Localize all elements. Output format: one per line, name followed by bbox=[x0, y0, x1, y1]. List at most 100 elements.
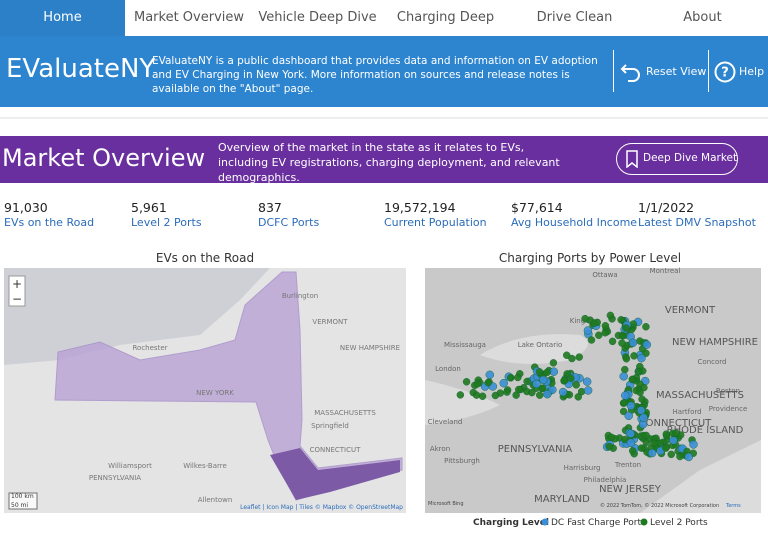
station-dot bbox=[650, 439, 658, 448]
county-highlight bbox=[270, 448, 400, 500]
station-dot bbox=[636, 388, 644, 397]
kpi-value: 1/1/2022 bbox=[638, 200, 695, 215]
map-label: NEW YORK bbox=[196, 389, 234, 397]
map-label: MASSACHUSETTS bbox=[314, 409, 376, 417]
banner: Market Overview Overview of the market i… bbox=[0, 136, 768, 184]
station-dot bbox=[581, 314, 589, 323]
station-dot bbox=[478, 392, 487, 400]
station-dot bbox=[590, 319, 598, 328]
map-label: Lake Ontario bbox=[518, 341, 563, 349]
lake bbox=[425, 380, 500, 425]
map-label: Montreal bbox=[650, 267, 681, 275]
map-label: PENNSYLVANIA bbox=[498, 444, 573, 455]
map-label: NEW JERSEY bbox=[599, 484, 662, 495]
nav-tab[interactable]: About bbox=[683, 10, 722, 25]
map-label: Pittsburgh bbox=[444, 457, 480, 465]
station-dot bbox=[621, 365, 629, 374]
kpi-value: 19,572,194 bbox=[384, 200, 456, 215]
station-dot bbox=[456, 391, 465, 399]
station-dot bbox=[499, 378, 508, 388]
map-label: Providence bbox=[709, 405, 748, 413]
legend-marker bbox=[541, 518, 549, 526]
nav-tab[interactable]: Drive Clean Rebate bbox=[536, 10, 613, 61]
map-label: Hartford bbox=[672, 408, 701, 416]
page-title: Market Overview bbox=[2, 144, 206, 172]
zoom-in: + bbox=[12, 277, 22, 291]
station-dot bbox=[642, 323, 650, 331]
kpi-value: 837 bbox=[258, 200, 282, 215]
station-dot bbox=[606, 311, 615, 320]
svg-text:?: ? bbox=[721, 66, 729, 81]
station-dot bbox=[575, 353, 583, 361]
station-dot bbox=[543, 389, 552, 399]
map-label: PENNSYLVANIA bbox=[89, 474, 141, 482]
station-dot bbox=[622, 324, 630, 332]
station-dot bbox=[506, 374, 515, 382]
map-label: Harrisburg bbox=[564, 464, 601, 472]
map-label: Burlington bbox=[282, 292, 318, 300]
zoom-control bbox=[8, 275, 26, 307]
station-dot bbox=[642, 340, 652, 349]
station-dot bbox=[618, 331, 627, 340]
station-dot bbox=[574, 393, 583, 401]
station-dot bbox=[572, 381, 580, 389]
station-dot bbox=[514, 373, 522, 382]
station-dot bbox=[628, 447, 637, 455]
station-dot bbox=[637, 444, 646, 452]
kpi-label: EVs on the Road bbox=[4, 216, 95, 229]
station-dot bbox=[619, 372, 628, 381]
station-dot bbox=[608, 337, 617, 346]
station-dot bbox=[484, 378, 492, 387]
station-dot bbox=[634, 367, 643, 376]
map-logo: Microsoft Bing bbox=[428, 501, 464, 507]
reset-button[interactable]: Reset View bbox=[646, 65, 707, 78]
map-label: Rochester bbox=[133, 344, 168, 352]
help-icon[interactable]: ? bbox=[714, 61, 736, 83]
kpi-label: Current Population bbox=[384, 216, 487, 229]
deep-dive-button[interactable]: Deep Dive Market bbox=[616, 143, 738, 175]
lake bbox=[4, 268, 270, 365]
station-dot bbox=[626, 438, 636, 447]
station-dot bbox=[622, 355, 631, 363]
station-dot bbox=[689, 440, 698, 449]
station-dot bbox=[619, 407, 628, 416]
map-title: EVs on the Road bbox=[156, 251, 254, 265]
nav-tab[interactable]: Market Overview bbox=[133, 10, 245, 25]
map-label: Akron bbox=[430, 445, 450, 453]
nav-tab[interactable]: Home bbox=[0, 0, 125, 36]
kpi-label: DCFC Ports bbox=[258, 216, 320, 229]
nav-tab[interactable]: Vehicle Deep Dive bbox=[258, 10, 377, 25]
map-label: CONNECTICUT bbox=[310, 446, 362, 454]
station-dot bbox=[626, 401, 636, 411]
nav-tab[interactable]: Charging Deep Dive bbox=[396, 10, 495, 61]
map-label: Boston bbox=[716, 387, 740, 395]
legend-label: Level 2 Ports bbox=[650, 518, 708, 528]
map-label: Ottawa bbox=[592, 271, 617, 279]
button-label: Deep Dive Market bbox=[643, 152, 738, 164]
station-dot bbox=[662, 430, 671, 438]
map-label: Williamsport bbox=[108, 462, 152, 470]
station-dot bbox=[528, 388, 536, 397]
station-dot bbox=[558, 387, 568, 397]
station-dot bbox=[628, 338, 638, 347]
station-dot bbox=[667, 450, 676, 459]
attribution: © 2022 TomTom, © 2022 Microsoft Corporat… bbox=[600, 502, 719, 509]
station-dot bbox=[684, 452, 693, 462]
station-dot bbox=[485, 370, 495, 380]
legend-title: Charging Level bbox=[473, 518, 549, 528]
map-label: Trenton bbox=[614, 461, 641, 469]
zoom-out: − bbox=[12, 292, 22, 306]
station-dot bbox=[549, 367, 559, 376]
station-dot bbox=[568, 354, 576, 363]
map-label: VERMONT bbox=[665, 305, 716, 316]
station-dot bbox=[601, 329, 609, 337]
station-dot bbox=[620, 391, 630, 400]
reset-icon[interactable] bbox=[620, 60, 642, 82]
attribution: Leaflet | Icon Map | Tiles © Mapbox © Op… bbox=[240, 504, 403, 511]
help-button[interactable]: Help bbox=[739, 65, 765, 78]
kpi-value: 5,961 bbox=[131, 200, 167, 215]
lake bbox=[480, 334, 588, 364]
station-dot bbox=[647, 448, 657, 458]
station-dot bbox=[672, 429, 680, 437]
